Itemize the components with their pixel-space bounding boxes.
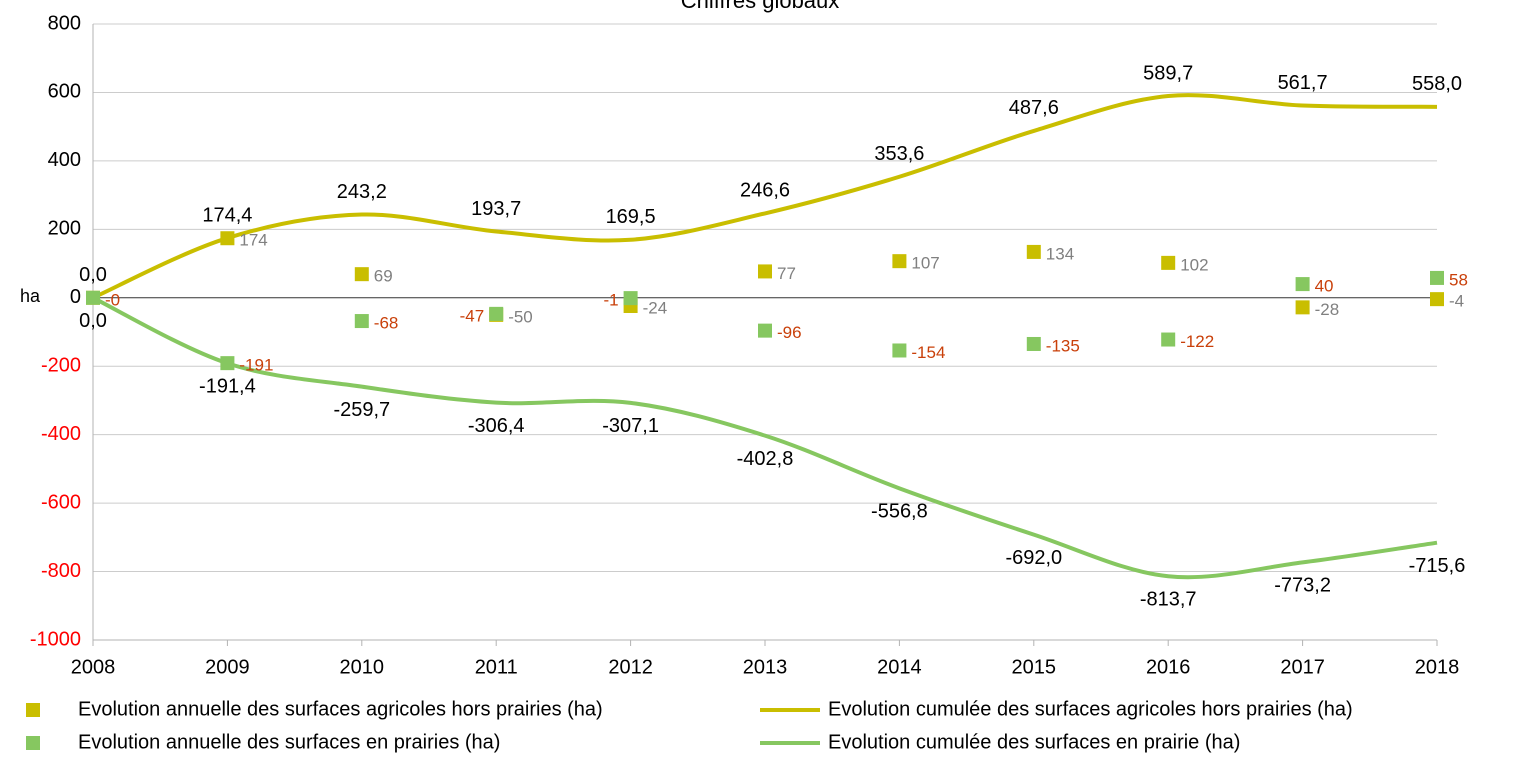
legend-label: Evolution cumulée des surfaces agricoles… [828, 698, 1353, 720]
x-tick-label: 2015 [1012, 656, 1057, 678]
marker [220, 231, 235, 246]
data-label: -813,7 [1140, 589, 1197, 611]
y-tick-label: 200 [48, 218, 81, 240]
y-tick-label: 600 [48, 81, 81, 103]
data-label: 40 [1315, 277, 1334, 296]
data-label: 0,0 [79, 264, 107, 286]
data-label: -50 [508, 307, 533, 326]
marker [220, 356, 235, 371]
y-tick-label: 800 [48, 12, 81, 34]
y-tick-label: 400 [48, 149, 81, 171]
data-label: -191,4 [199, 376, 256, 398]
marker [1430, 270, 1444, 285]
x-tick-label: 2018 [1415, 656, 1460, 678]
chart-title: Chiffres globaux [681, 0, 840, 13]
data-label: 487,6 [1009, 97, 1059, 119]
legend-label: Evolution annuelle des surfaces agricole… [78, 698, 603, 720]
marker [623, 291, 638, 306]
x-tick-label: 2010 [340, 656, 385, 678]
x-tick-label: 2011 [475, 656, 518, 678]
x-tick-label: 2013 [743, 656, 788, 678]
legend-marker [26, 736, 40, 750]
line [92, 93, 1438, 300]
data-label: -1 [603, 291, 618, 310]
x-tick-label: 2017 [1280, 656, 1325, 678]
marker [1161, 255, 1176, 270]
data-label: -306,4 [468, 415, 525, 437]
x-tick-label: 2012 [608, 656, 653, 678]
data-label: 174 [239, 231, 267, 250]
legend-label: Evolution cumulée des surfaces en prairi… [828, 731, 1240, 753]
data-label: 77 [777, 264, 796, 283]
y-tick-label: -1000 [30, 628, 81, 650]
data-label: -24 [643, 298, 668, 317]
data-label: 589,7 [1143, 62, 1193, 84]
marker [1026, 244, 1041, 259]
y-tick-label: -800 [41, 560, 81, 582]
y-tick-label: -200 [41, 355, 81, 377]
x-tick-label: 2014 [877, 656, 922, 678]
data-label: -402,8 [737, 448, 794, 470]
marker [86, 290, 100, 305]
data-label: -259,7 [333, 399, 390, 421]
marker [1430, 292, 1444, 307]
marker [1161, 332, 1176, 347]
data-label: -47 [460, 306, 485, 325]
x-tick-label: 2008 [71, 656, 116, 678]
marker [758, 323, 772, 338]
data-label: -556,8 [871, 501, 928, 523]
data-label: -692,0 [1005, 547, 1062, 569]
marker [758, 264, 772, 279]
marker [892, 343, 907, 358]
x-tick-label: 2009 [205, 656, 250, 678]
data-label: 107 [911, 254, 939, 273]
data-label: -135 [1046, 336, 1080, 355]
marker [1295, 300, 1310, 315]
data-label: 69 [374, 267, 393, 286]
data-label: -0 [105, 290, 120, 309]
legend-marker [26, 703, 40, 717]
data-label: 134 [1046, 244, 1074, 263]
data-label: -715,6 [1409, 555, 1466, 577]
data-label: -96 [777, 323, 802, 342]
data-label: -28 [1315, 300, 1340, 319]
data-label: 246,6 [740, 180, 790, 202]
data-label: -154 [911, 343, 945, 362]
data-label: 558,0 [1412, 73, 1462, 95]
data-label: -773,2 [1274, 575, 1331, 597]
data-label: 193,7 [471, 198, 521, 220]
marker [489, 306, 504, 321]
marker [354, 314, 369, 329]
data-label: -307,1 [602, 415, 659, 437]
data-label: -122 [1180, 332, 1214, 351]
line [92, 295, 1438, 580]
y-tick-label: 0 [70, 286, 81, 308]
data-label: 169,5 [606, 206, 656, 228]
y-axis-label: ha [20, 286, 41, 306]
x-tick-label: 2016 [1146, 656, 1191, 678]
marker [1295, 277, 1310, 292]
marker [1026, 336, 1041, 351]
data-label: -191 [239, 356, 273, 375]
marker [354, 267, 369, 282]
data-label: 353,6 [874, 143, 924, 165]
data-label: 561,7 [1278, 72, 1328, 94]
y-tick-label: -400 [41, 423, 81, 445]
data-label: 102 [1180, 255, 1208, 274]
data-label: 58 [1449, 270, 1468, 289]
legend-label: Evolution annuelle des surfaces en prair… [78, 731, 500, 753]
marker [892, 254, 907, 269]
data-label: 0,0 [79, 310, 107, 332]
y-tick-label: -600 [41, 491, 81, 513]
data-label: -68 [374, 314, 399, 333]
data-label: -4 [1449, 292, 1464, 311]
data-label: 243,2 [337, 181, 387, 203]
data-label: 174,4 [202, 204, 252, 226]
